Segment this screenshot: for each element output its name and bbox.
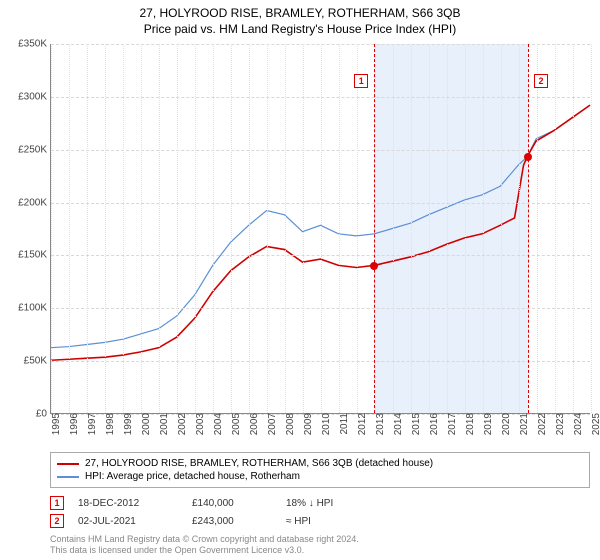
gridline-v xyxy=(429,44,430,413)
gridline-v xyxy=(105,44,106,413)
marker-badge: 2 xyxy=(50,514,64,528)
x-axis-label: 2014 xyxy=(389,413,404,435)
x-axis-label: 2017 xyxy=(443,413,458,435)
x-axis-label: 2023 xyxy=(551,413,566,435)
legend: 27, HOLYROOD RISE, BRAMLEY, ROTHERHAM, S… xyxy=(50,452,590,488)
x-axis-label: 2024 xyxy=(569,413,584,435)
marker-dot xyxy=(370,262,378,270)
gridline-v xyxy=(195,44,196,413)
legend-item: HPI: Average price, detached house, Roth… xyxy=(57,470,583,483)
x-axis-label: 2015 xyxy=(407,413,422,435)
gridline-v xyxy=(339,44,340,413)
x-axis-label: 2008 xyxy=(281,413,296,435)
y-axis-label: £250K xyxy=(18,144,51,155)
x-axis-label: 2001 xyxy=(155,413,170,435)
gridline-v xyxy=(69,44,70,413)
marker-date: 02-JUL-2021 xyxy=(78,516,178,527)
gridline-v xyxy=(483,44,484,413)
legend-swatch xyxy=(57,476,79,478)
x-axis-label: 2011 xyxy=(335,413,350,435)
x-axis-label: 2005 xyxy=(227,413,242,435)
gridline-v xyxy=(447,44,448,413)
gridline-v xyxy=(303,44,304,413)
x-axis-label: 2013 xyxy=(371,413,386,435)
legend-label: 27, HOLYROOD RISE, BRAMLEY, ROTHERHAM, S… xyxy=(85,458,433,469)
gridline-v xyxy=(51,44,52,413)
x-axis-label: 1999 xyxy=(119,413,134,435)
footer-line: This data is licensed under the Open Gov… xyxy=(50,545,590,556)
marker-table: 1 18-DEC-2012 £140,000 18% ↓ HPI 2 02-JU… xyxy=(50,494,590,530)
marker-badge: 1 xyxy=(354,74,368,88)
x-axis-label: 2021 xyxy=(515,413,530,435)
x-axis-label: 2002 xyxy=(173,413,188,435)
gridline-v xyxy=(357,44,358,413)
x-axis-label: 2004 xyxy=(209,413,224,435)
gridline-v xyxy=(231,44,232,413)
x-axis-label: 2020 xyxy=(497,413,512,435)
x-axis-label: 1996 xyxy=(65,413,80,435)
gridline-v xyxy=(213,44,214,413)
x-axis-label: 2010 xyxy=(317,413,332,435)
gridline-v xyxy=(87,44,88,413)
x-axis-label: 2000 xyxy=(137,413,152,435)
y-axis-label: £150K xyxy=(18,250,51,261)
marker-dot xyxy=(524,153,532,161)
x-axis-label: 2012 xyxy=(353,413,368,435)
gridline-v xyxy=(159,44,160,413)
gridline-v xyxy=(591,44,592,413)
x-axis-label: 1997 xyxy=(83,413,98,435)
x-axis-label: 1995 xyxy=(47,413,62,435)
legend-label: HPI: Average price, detached house, Roth… xyxy=(85,471,300,482)
gridline-v xyxy=(177,44,178,413)
table-row: 2 02-JUL-2021 £243,000 ≈ HPI xyxy=(50,512,590,530)
y-axis-label: £100K xyxy=(18,303,51,314)
chart-container: 27, HOLYROOD RISE, BRAMLEY, ROTHERHAM, S… xyxy=(0,0,600,560)
gridline-v xyxy=(123,44,124,413)
gridline-v xyxy=(411,44,412,413)
marker-diff: ≈ HPI xyxy=(286,516,366,527)
x-axis-label: 2009 xyxy=(299,413,314,435)
chart-title: 27, HOLYROOD RISE, BRAMLEY, ROTHERHAM, S… xyxy=(0,0,600,20)
gridline-v xyxy=(267,44,268,413)
gridline-v xyxy=(501,44,502,413)
gridline-v xyxy=(141,44,142,413)
marker-badge: 2 xyxy=(534,74,548,88)
chart-subtitle: Price paid vs. HM Land Registry's House … xyxy=(0,20,600,36)
gridline-v xyxy=(519,44,520,413)
gridline-v xyxy=(249,44,250,413)
gridline-v xyxy=(465,44,466,413)
marker-price: £140,000 xyxy=(192,498,272,509)
gridline-v xyxy=(573,44,574,413)
marker-date: 18-DEC-2012 xyxy=(78,498,178,509)
y-axis-label: £50K xyxy=(24,356,51,367)
x-axis-label: 2006 xyxy=(245,413,260,435)
legend-item: 27, HOLYROOD RISE, BRAMLEY, ROTHERHAM, S… xyxy=(57,457,583,470)
y-axis-label: £200K xyxy=(18,197,51,208)
table-row: 1 18-DEC-2012 £140,000 18% ↓ HPI xyxy=(50,494,590,512)
plot-area: £0£50K£100K£150K£200K£250K£300K£350K1995… xyxy=(50,44,590,414)
marker-price: £243,000 xyxy=(192,516,272,527)
gridline-v xyxy=(537,44,538,413)
x-axis-label: 2019 xyxy=(479,413,494,435)
gridline-v xyxy=(321,44,322,413)
x-axis-label: 2007 xyxy=(263,413,278,435)
x-axis-label: 2016 xyxy=(425,413,440,435)
marker-badge: 1 xyxy=(50,496,64,510)
gridline-v xyxy=(285,44,286,413)
x-axis-label: 1998 xyxy=(101,413,116,435)
marker-line xyxy=(374,44,375,413)
x-axis-label: 2025 xyxy=(587,413,600,435)
gridline-v xyxy=(555,44,556,413)
y-axis-label: £350K xyxy=(18,39,51,50)
marker-line xyxy=(528,44,529,413)
y-axis-label: £300K xyxy=(18,91,51,102)
legend-swatch xyxy=(57,463,79,465)
x-axis-label: 2018 xyxy=(461,413,476,435)
marker-diff: 18% ↓ HPI xyxy=(286,498,366,509)
x-axis-label: 2022 xyxy=(533,413,548,435)
gridline-v xyxy=(393,44,394,413)
footer: Contains HM Land Registry data © Crown c… xyxy=(50,534,590,556)
x-axis-label: 2003 xyxy=(191,413,206,435)
footer-line: Contains HM Land Registry data © Crown c… xyxy=(50,534,590,545)
